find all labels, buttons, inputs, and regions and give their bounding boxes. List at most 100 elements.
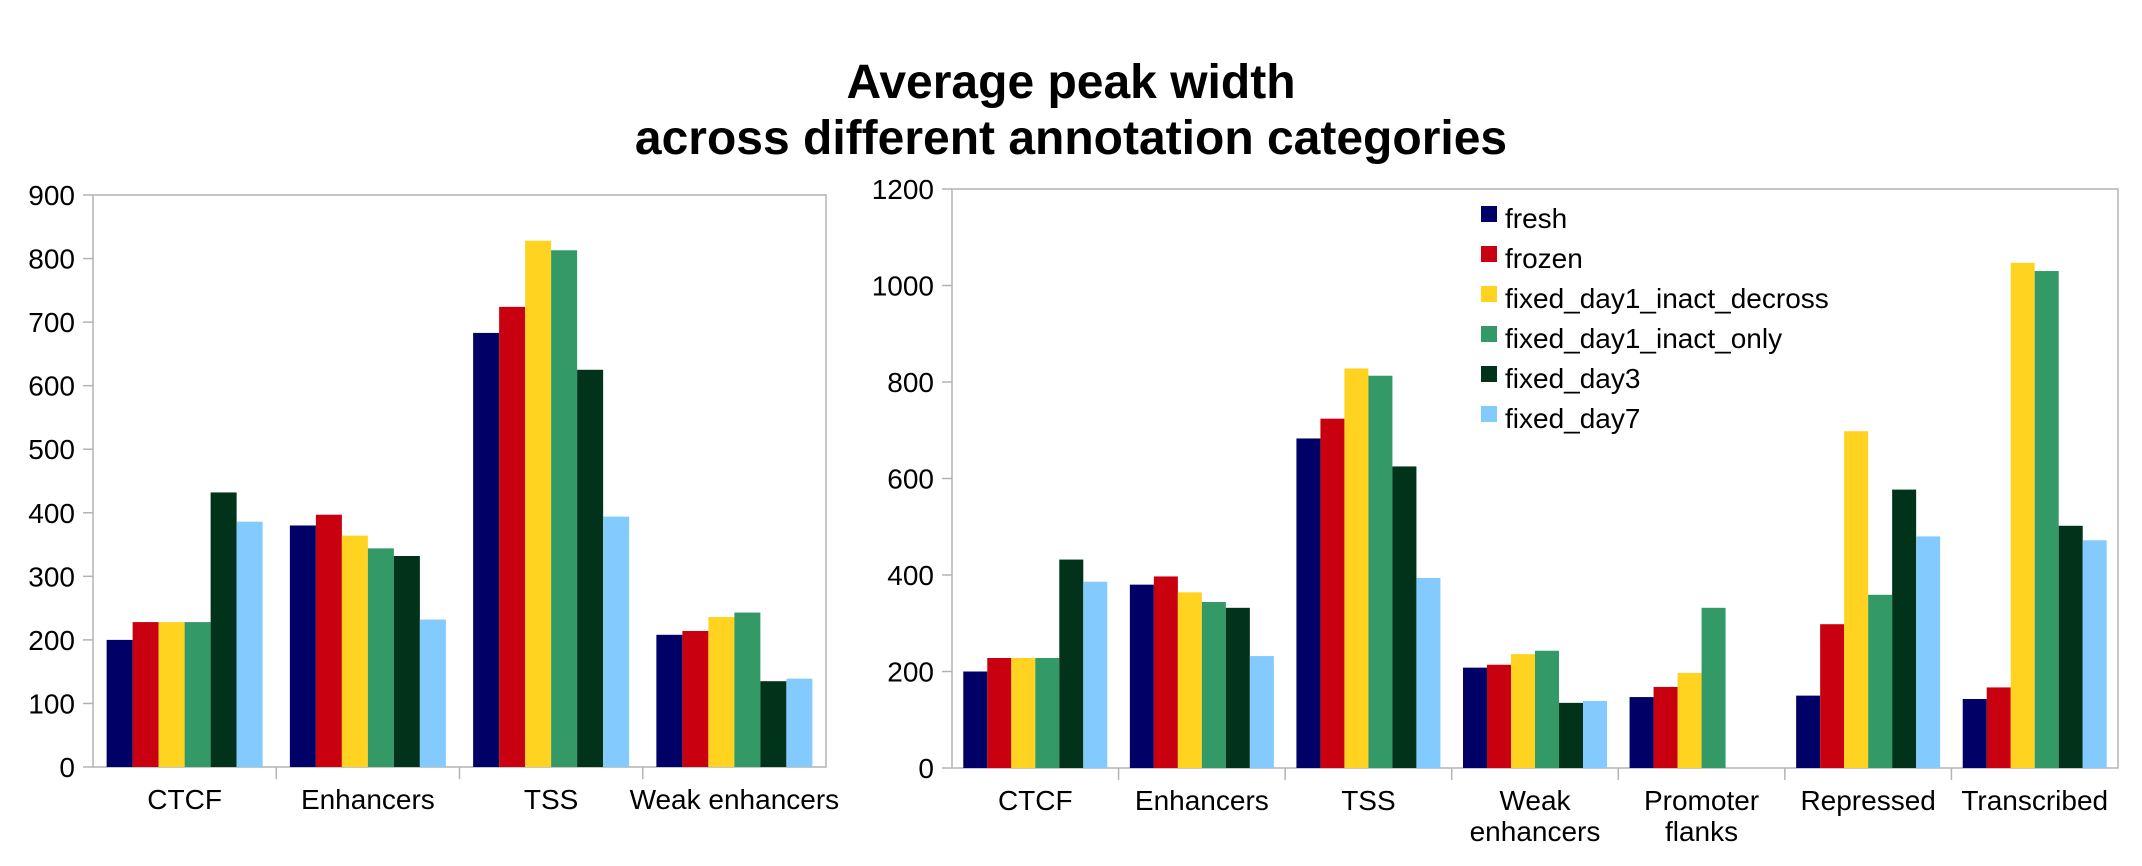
bar-fresh-ctcf: [106, 639, 133, 767]
bar-frozen-transcribed: [1986, 687, 2011, 768]
x-tick-label: Weak enhancers: [630, 784, 840, 815]
y-tick-label: 600: [887, 464, 934, 495]
y-tick-label: 600: [28, 371, 75, 402]
bar-fixed-day1-inact-decross-ctcf: [1011, 657, 1036, 768]
legend-label-fixed-day1-inact-decross: fixed_day1_inact_decross: [1505, 283, 1829, 314]
bar-fresh-weak-enhancers: [1463, 667, 1487, 768]
legend-label-fresh: fresh: [1505, 203, 1567, 234]
y-tick-label: 900: [28, 180, 75, 211]
y-tick-label: 200: [887, 657, 934, 688]
bar-fixed-day1-inact-decross-enhancers: [341, 535, 368, 767]
bar-frozen-repressed: [1820, 624, 1845, 768]
bar-fixed-day3-ctcf: [210, 492, 237, 767]
bar-fixed-day1-inact-only-ctcf: [1035, 657, 1060, 768]
y-tick-label: 0: [918, 753, 934, 784]
bar-fixed-day3-transcribed: [2058, 525, 2083, 768]
bar-fixed-day3-repressed: [1892, 489, 1917, 768]
bar-frozen-tss: [1320, 418, 1345, 768]
y-tick-label: 0: [59, 752, 75, 783]
legend-label-fixed-day3: fixed_day3: [1505, 363, 1640, 394]
bar-frozen-weak-enhancers: [1487, 664, 1511, 768]
bar-fixed-day1-inact-decross-transcribed: [2010, 262, 2035, 768]
bar-fixed-day1-inact-decross-weak-enhancers: [1511, 654, 1535, 768]
y-tick-label: 200: [28, 625, 75, 656]
bar-frozen-ctcf: [132, 622, 159, 767]
bar-fixed-day3-weak-enhancers: [1559, 702, 1583, 768]
bar-fixed-day3-tss: [1392, 466, 1417, 768]
x-tick-label: Transcribed: [1961, 785, 2108, 816]
bar-fixed-day7-ctcf: [236, 521, 263, 767]
y-tick-label: 400: [28, 498, 75, 529]
bar-fixed-day7-enhancers: [419, 619, 446, 767]
x-tick-label: CTCF: [998, 785, 1073, 816]
bar-fresh-transcribed: [1962, 699, 1987, 768]
bar-fresh-ctcf: [963, 671, 988, 768]
x-tick-label: Repressed: [1800, 785, 1935, 816]
chart-title: Average peak width across different anno…: [0, 55, 2142, 167]
legend: fresh frozen fixed_day1_inact_decrossfixed…: [1481, 203, 1829, 434]
chart-title-line-1: Average peak width: [846, 56, 1296, 109]
bar-fixed-day7-ctcf: [1083, 581, 1108, 768]
bar-fixed-day1-inact-decross-tss: [525, 240, 552, 767]
bar-frozen-enhancers: [315, 514, 342, 767]
legend-label-fixed-day7: fixed_day7: [1505, 403, 1640, 434]
bar-frozen-weak-enhancers: [682, 630, 709, 767]
bar-fixed-day7-repressed: [1916, 536, 1941, 768]
bar-fresh-enhancers: [1129, 584, 1154, 768]
bar-fixed-day1-inact-decross-weak-enhancers: [708, 617, 735, 767]
bar-frozen-promoter-flanks: [1653, 686, 1678, 768]
bar-fixed-day1-inact-only-tss: [1368, 375, 1393, 768]
bar-fixed-day1-inact-decross-ctcf: [158, 622, 185, 767]
bar-fresh-enhancers: [289, 525, 316, 767]
bar-fixed-day1-inact-only-weak-enhancers: [1535, 650, 1559, 768]
bar-fixed-day7-tss: [603, 516, 630, 767]
x-tick-label: TSS: [524, 784, 578, 815]
y-tick-label: 500: [28, 434, 75, 465]
bar-fixed-day7-weak-enhancers: [786, 678, 813, 767]
bar-fixed-day1-inact-decross-repressed: [1844, 431, 1869, 768]
bar-fixed-day7-transcribed: [2082, 540, 2107, 768]
legend-swatch-fixed-day3: [1481, 366, 1497, 382]
x-tick-label: Enhancers: [1135, 785, 1269, 816]
bar-fixed-day1-inact-only-ctcf: [184, 622, 211, 767]
y-tick-label: 400: [887, 560, 934, 591]
bar-fixed-day3-ctcf: [1059, 559, 1084, 768]
bar-fresh-repressed: [1796, 695, 1821, 768]
y-tick-label: 1200: [872, 174, 934, 205]
legend-swatch-fixed-day1-inact-decross: [1481, 286, 1497, 302]
bar-fixed-day7-weak-enhancers: [1583, 700, 1607, 768]
bar-fixed-day1-inact-decross-tss: [1344, 368, 1369, 768]
bar-fixed-day1-inact-decross-enhancers: [1177, 592, 1202, 768]
y-tick-label: 300: [28, 561, 75, 592]
bar-fixed-day1-inact-only-promoter-flanks: [1701, 607, 1726, 768]
y-tick-label: 700: [28, 307, 75, 338]
bar-frozen-ctcf: [987, 657, 1012, 768]
legend-swatch-frozen: [1481, 246, 1497, 262]
y-tick-label: 100: [28, 688, 75, 719]
bar-fresh-tss: [1296, 438, 1321, 768]
x-tick-label: Enhancers: [301, 784, 435, 815]
x-tick-label: TSS: [1341, 785, 1395, 816]
bar-fixed-day3-enhancers: [1225, 607, 1250, 768]
legend-swatch-fresh: [1481, 206, 1497, 222]
y-tick-label: 800: [887, 367, 934, 398]
bar-fixed-day3-enhancers: [393, 555, 420, 767]
bar-frozen-tss: [499, 306, 526, 767]
bar-fixed-day1-inact-only-transcribed: [2034, 271, 2059, 768]
bar-frozen-enhancers: [1153, 576, 1178, 768]
bar-fresh-tss: [473, 332, 500, 767]
x-tick-label: Weak enhancers: [1470, 785, 1601, 847]
bar-fixed-day1-inact-only-enhancers: [367, 548, 394, 767]
y-tick-label: 800: [28, 244, 75, 275]
chart-title-line-2: across different annotation categories: [634, 112, 1508, 165]
x-tick-label: CTCF: [147, 784, 222, 815]
bar-fresh-weak-enhancers: [656, 634, 683, 767]
chart-2: 0 200 400 600 800 1000 1200 CTCF Enhancers TSS Wea…: [872, 174, 2119, 847]
bar-fixed-day3-weak-enhancers: [760, 681, 787, 767]
y-tick-label: 1000: [872, 271, 934, 302]
legend-label-frozen: frozen: [1505, 243, 1583, 274]
bar-fixed-day3-tss: [577, 369, 604, 767]
bar-fixed-day7-tss: [1416, 577, 1441, 768]
